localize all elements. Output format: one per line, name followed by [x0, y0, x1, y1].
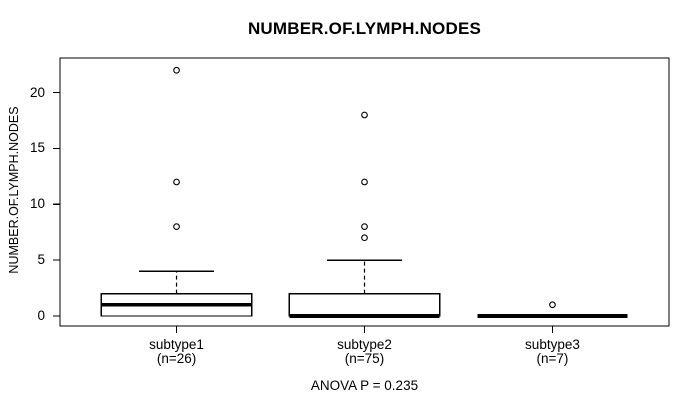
- y-tick-label: 15: [29, 140, 45, 156]
- group-n: (n=75): [344, 351, 385, 366]
- y-tick-label: 5: [37, 252, 45, 268]
- group-label: subtype1 (n=26): [149, 338, 204, 366]
- outlier-point: [549, 301, 556, 309]
- anova-annotation: ANOVA P = 0.235: [310, 378, 419, 393]
- outlier-point: [173, 223, 180, 230]
- outlier-point: [361, 178, 368, 186]
- outlier-point: [173, 66, 180, 74]
- group-label: subtype3 (n=7): [525, 338, 580, 366]
- outlier-point: [173, 178, 180, 186]
- chart-title: NUMBER.OF.LYMPH.NODES: [247, 19, 482, 38]
- group-label: subtype2 (n=75): [337, 338, 392, 366]
- group-name: subtype1: [149, 337, 204, 352]
- group-name: subtype3: [525, 337, 580, 352]
- group-n: (n=26): [156, 351, 197, 366]
- y-tick-label: 20: [29, 84, 45, 100]
- outlier-point: [361, 234, 368, 242]
- group-name: subtype2: [337, 337, 392, 352]
- y-tick-label: 10: [29, 196, 45, 212]
- y-tick-label: 0: [37, 307, 45, 323]
- outlier-point: [361, 111, 368, 119]
- box-iqr: [288, 292, 441, 317]
- group-n: (n=7): [536, 351, 569, 366]
- outlier-point: [361, 223, 368, 230]
